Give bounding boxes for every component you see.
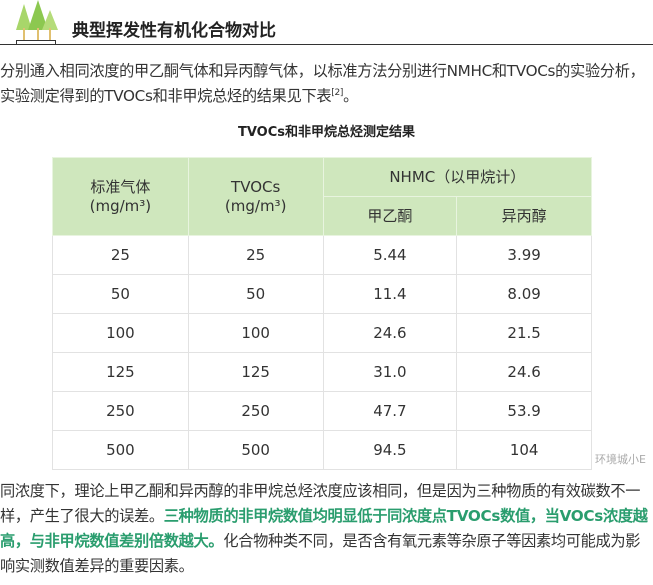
table-cell: 94.5 xyxy=(322,430,458,470)
table-cell: 21.5 xyxy=(456,313,592,353)
table-container: 标准气体 (mg/m³) TVOCs (mg/m³) NHMC（以甲烷计） 甲乙酮 … xyxy=(0,157,653,470)
watermark: 环境城小E xyxy=(595,453,646,466)
header-tvocs-label: TVOCs xyxy=(231,177,281,196)
table-cell: 250 xyxy=(187,391,324,431)
intro-paragraph: 分别通入相同浓度的甲乙酮气体和异丙醇气体，以标准方法分别进行NMHC和TVOCs… xyxy=(0,59,653,109)
header-nhmc: NHMC（以甲烷计） xyxy=(322,157,593,197)
table-cell: 8.09 xyxy=(456,274,592,314)
icon-base xyxy=(16,40,56,45)
table-cell: 3.99 xyxy=(456,235,592,275)
table-body: 25 25 5.44 3.99 50 50 11.4 8.09 100 100 24.6 21.5 12… xyxy=(52,235,592,470)
section-title: 典型挥发性有机化合物对比 xyxy=(72,21,276,41)
header-mek: 甲乙酮 xyxy=(322,196,458,236)
table-cell: 5.44 xyxy=(322,235,458,275)
table-cell: 50 xyxy=(187,274,324,314)
table-row: 250 250 47.7 53.9 xyxy=(52,391,592,431)
conclusion-highlight: 三种物质的非甲烷数值均明显低于同浓度点TVOCs数值，当VOCs浓度越高，与非甲… xyxy=(0,507,648,550)
header-tvocs-unit: (mg/m³) xyxy=(224,196,287,215)
table-cell: 500 xyxy=(187,430,324,470)
table-cell: 100 xyxy=(52,313,189,353)
intro-end: 。 xyxy=(343,87,358,105)
table-cell: 104 xyxy=(456,430,592,470)
table-row: 25 25 5.44 3.99 xyxy=(52,235,592,275)
header-standard-gas: 标准气体 (mg/m³) xyxy=(52,157,189,236)
table-row: 500 500 94.5 104 xyxy=(52,430,592,470)
table-cell: 500 xyxy=(52,430,189,470)
reference-link[interactable]: [2] xyxy=(331,87,344,98)
table-cell: 53.9 xyxy=(456,391,592,431)
table-cell: 25 xyxy=(52,235,189,275)
table-cell: 125 xyxy=(187,352,324,392)
table-row: 125 125 31.0 24.6 xyxy=(52,352,592,392)
header-tvocs: TVOCs (mg/m³) xyxy=(187,157,324,236)
divider xyxy=(0,44,653,45)
conclusion-paragraph: 同浓度下，理论上甲乙酮和异丙醇的非甲烷总烃浓度应该相同，但是因为三种物质的有效碳… xyxy=(0,479,653,579)
table-cell: 31.0 xyxy=(322,352,458,392)
results-table: 标准气体 (mg/m³) TVOCs (mg/m³) NHMC（以甲烷计） 甲乙酮 … xyxy=(52,157,593,470)
table-caption: TVOCs和非甲烷总烃测定结果 xyxy=(237,125,416,140)
table-cell: 125 xyxy=(52,352,189,392)
conclusion-text: 同浓度下，理论上甲乙酮和异丙醇的非甲烷总烃浓度应该相同，但是因为三种物质的有效碳… xyxy=(0,482,641,525)
conclusion-text-end: 化合物种类不同，是否含有氧元素等杂原子等因素均可能成为影响实测数值差异的重要因素… xyxy=(0,532,641,575)
table-cell: 50 xyxy=(52,274,189,314)
table-cell: 100 xyxy=(187,313,324,353)
table-cell: 25 xyxy=(187,235,324,275)
trees-icon xyxy=(16,0,58,40)
table-cell: 47.7 xyxy=(322,391,458,431)
header-ipa: 异丙醇 xyxy=(456,196,592,236)
table-cell: 24.6 xyxy=(456,352,592,392)
table-row: 50 50 11.4 8.09 xyxy=(52,274,592,314)
table-cell: 11.4 xyxy=(322,274,458,314)
table-row: 100 100 24.6 21.5 xyxy=(52,313,592,353)
table-cell: 250 xyxy=(52,391,189,431)
section-header: 典型挥发性有机化合物对比 xyxy=(0,0,653,45)
header-standard-gas-unit: (mg/m³) xyxy=(89,196,152,215)
header-standard-gas-label: 标准气体 xyxy=(90,177,151,196)
intro-text: 分别通入相同浓度的甲乙酮气体和异丙醇气体，以标准方法分别进行NMHC和TVOCs… xyxy=(0,62,645,105)
table-cell: 24.6 xyxy=(322,313,458,353)
